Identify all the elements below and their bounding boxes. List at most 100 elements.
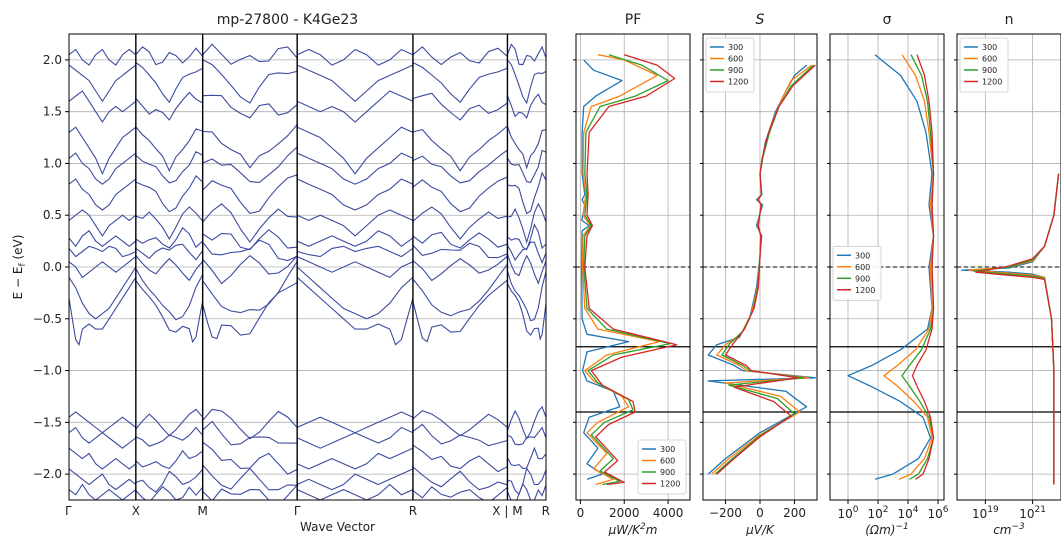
band-ytick-label: −1.0: [33, 364, 62, 378]
tick-exponent: 19: [987, 505, 999, 515]
series-line-1200: [911, 54, 935, 480]
legend-label: 300: [660, 445, 675, 454]
band-ytick-label: 0.5: [43, 208, 62, 222]
panel-xlabel: μW/K2m: [608, 522, 658, 536]
kpoint-label: X | M: [492, 504, 522, 518]
xlabel-main: μW/K: [608, 523, 642, 536]
panel-xtick-label: 0: [577, 506, 585, 520]
legend-label: 900: [982, 66, 997, 75]
series-line-1200: [716, 64, 816, 475]
band-ytick-label: −1.5: [33, 415, 62, 429]
tick-exponent: 6: [943, 505, 949, 515]
legend-label: 900: [728, 66, 743, 75]
band-ytick-label: 2.0: [43, 53, 62, 67]
band-structure-panel: −2.0 −1.5 −1.0 −0.5 0.0 0.5 1.0 1.5 2.0 Γ X M Γ R X | …: [11, 12, 550, 534]
panel-series: [707, 64, 816, 475]
band-ytick-label: 1.0: [43, 156, 62, 170]
series-line-300: [847, 54, 935, 480]
panel-xlabel: (Ωm)−1: [865, 522, 909, 536]
tick-base: 10: [1019, 507, 1034, 521]
ylabel-main: E − E: [11, 267, 25, 300]
panel-xtick-label: 2000: [609, 506, 640, 520]
legend-label: 300: [728, 43, 743, 52]
series-line-300: [581, 59, 630, 480]
panel-series: [847, 54, 935, 480]
panel-xtick-label: 104: [897, 505, 918, 521]
kpoint-label: Γ: [65, 504, 72, 518]
tick-exponent: 4: [913, 505, 919, 515]
legend: 300 600 900 1200: [637, 439, 687, 495]
legend-label: 1200: [982, 78, 1002, 87]
panel-title: n: [1005, 12, 1014, 28]
panel-xtick-label: 100: [837, 505, 858, 521]
legend-label: 600: [728, 55, 743, 64]
panel-xtick-label: 4000: [653, 506, 684, 520]
tick-base: 10: [897, 507, 912, 521]
xlabel-sup: −3: [1012, 522, 1026, 532]
legend-label: 1200: [855, 286, 875, 295]
xlabel-main: cm: [993, 523, 1011, 536]
legend-label: 900: [855, 274, 870, 283]
panel-xtick-label: 1019: [972, 505, 999, 521]
panel-PF: 0 2000 4000 PF μW/K2m 300 600 900 1200: [573, 12, 691, 536]
band-ytick-label: −0.5: [33, 312, 62, 326]
band-ylabel: E − Ef (eV): [11, 235, 28, 300]
legend: 300 600 900 1200: [959, 37, 1009, 93]
legend-label: 600: [982, 55, 997, 64]
panel-series: [581, 54, 678, 486]
legend: 300 600 900 1200: [705, 37, 755, 93]
panel-title: σ: [883, 12, 892, 28]
panel-xlabel: cm−3: [993, 522, 1025, 536]
band-xlabel: Wave Vector: [300, 520, 375, 534]
band-ytick-label: −2.0: [33, 467, 62, 481]
panel-xtick-label: 106: [927, 505, 948, 521]
xlabel-sup: 2: [640, 522, 646, 532]
tick-base: 10: [837, 507, 852, 521]
legend-label: 300: [982, 43, 997, 52]
ylabel-unit: (eV): [11, 235, 25, 264]
panel-S: −200 0 200 SμV/K 300 600 900 1200: [700, 12, 818, 536]
legend-label: 600: [660, 457, 675, 466]
legend-label: 300: [855, 251, 870, 260]
tick-base: 10: [867, 507, 882, 521]
panel-series: [961, 173, 1060, 485]
xlabel-tail: m: [646, 523, 658, 536]
kpoint-label: R: [542, 504, 550, 518]
legend-box: [637, 439, 687, 495]
legend-box: [705, 37, 755, 93]
band-ytick-label: 1.5: [43, 105, 62, 119]
tick-exponent: 2: [883, 505, 889, 515]
series-line-1200: [584, 54, 678, 486]
legend-box: [959, 37, 1009, 93]
tick-base: 10: [972, 507, 987, 521]
legend-label: 1200: [728, 78, 748, 87]
xlabel-sup: −1: [895, 522, 908, 532]
legend-box: [832, 245, 882, 301]
ylabel-sub: f: [18, 263, 28, 267]
panel-xtick-label: 0: [756, 506, 764, 520]
legend-label: 1200: [660, 480, 680, 489]
legend-label: 600: [855, 263, 870, 272]
kpoint-label: Γ: [294, 504, 301, 518]
panel-xlabel: μV/K: [745, 523, 775, 536]
panel-xtick-label: 1021: [1019, 505, 1046, 521]
tick-base: 10: [927, 507, 942, 521]
band-title: mp-27800 - K4Ge23: [217, 12, 358, 28]
panel-title: S: [756, 12, 765, 28]
series-line-1200: [975, 173, 1060, 485]
tick-exponent: 21: [1035, 505, 1046, 515]
kpoint-label: X: [132, 504, 140, 518]
xlabel-main: (Ωm): [865, 523, 895, 536]
kpoint-label: M: [197, 504, 207, 518]
legend: 300 600 900 1200: [832, 245, 882, 301]
panel-xtick-label: −200: [709, 506, 742, 520]
kpoint-label: R: [409, 504, 417, 518]
legend-label: 900: [660, 468, 675, 477]
series-line-600: [581, 54, 660, 486]
band-ytick-label: 0.0: [43, 260, 62, 274]
tick-exponent: 0: [853, 505, 859, 515]
panel-title: PF: [625, 12, 642, 28]
